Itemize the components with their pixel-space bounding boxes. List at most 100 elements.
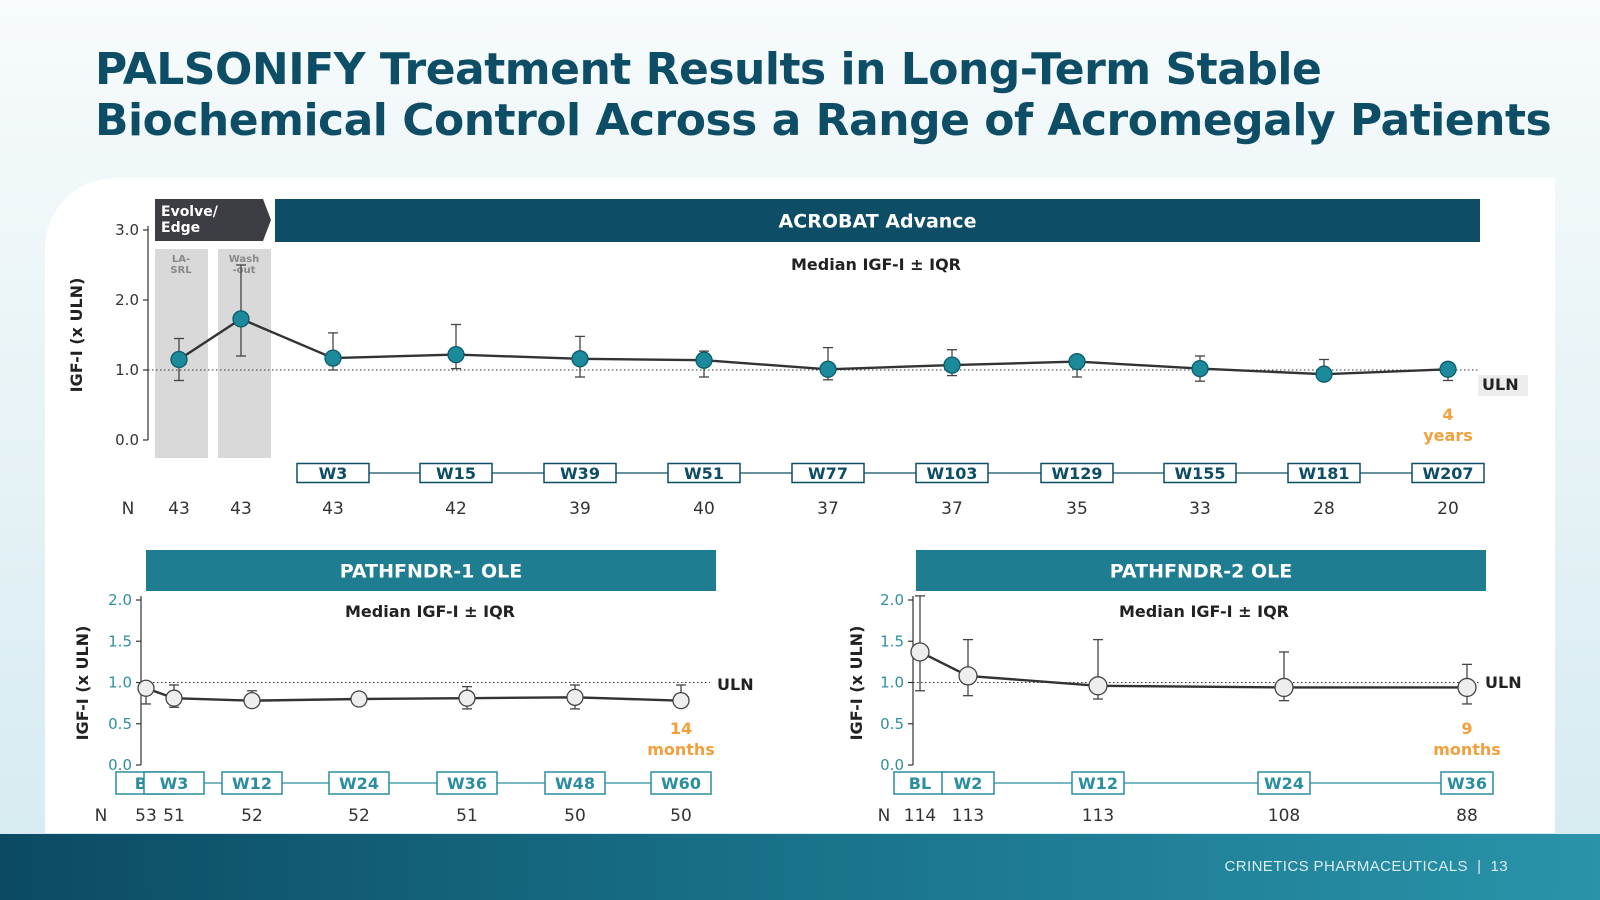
p2-point-1 [958,638,978,697]
p2-n-value-0: 114 [904,806,936,826]
p1-timepoint-box-2 [221,771,283,795]
p2-uln-label: ULN [1485,673,1522,692]
data-point [1088,676,1108,696]
main-uln-label: ULN [1482,375,1519,394]
p2-point-4 [1457,663,1477,705]
data-point [1457,677,1477,698]
p2-subtitle: Median IGF-I ± IQR [1119,602,1289,621]
p1-timepoint-box-3 [328,771,390,795]
p1-timepoint-box-1 [143,771,205,795]
main-timepoint-label-3: W15 [436,464,476,483]
p1-series-line [145,687,682,702]
p1-subtitle: Median IGF-I ± IQR [345,602,515,621]
p2-n-value-1: 113 [952,806,984,826]
p1-timepoint-label-5: W48 [555,774,595,793]
evolve-edge-tag [155,199,271,241]
footer-bar: CRINETICS PHARMACEUTICALS | 13 [0,834,1600,900]
p1-timepoint-label-4: W36 [447,774,487,793]
main-n-value-9: 33 [1189,499,1211,519]
main-series-line [178,317,1449,376]
main-timepoint-box-2 [296,462,370,484]
p2-point-3 [1274,651,1294,702]
p1-uln-label: ULN [717,675,754,694]
p2-timepoint-box-2 [1071,771,1125,795]
main-point-2 [324,332,342,371]
main-ytick-label-1: 1.0 [115,361,139,379]
main-banner [275,199,1480,242]
title-line-1: PALSONIFY Treatment Results in Long-Term… [95,44,1322,95]
p2-n-label: N [878,806,891,826]
main-n-value-0: 43 [168,499,190,519]
p2-timepoint-label-0: BL [909,774,931,793]
main-point-10 [1315,358,1333,383]
p2-chart: PATHFNDR-2 OLE Median IGF-I ± IQR 0.0 0.5 1.… [847,550,1522,826]
p1-point-0 [137,679,155,705]
p1-ytick-label-2: 1.0 [108,674,132,692]
p1-n-value-6: 50 [670,806,692,826]
uln-label-bg [1478,375,1528,396]
title-line-2: Biochemical Control Across a Range of Ac… [95,95,1552,146]
phase-band-label-1: Wash -out [229,254,260,276]
data-point [1191,359,1209,378]
p2-y-axis-title: IGF-I (x ULN) [847,626,866,741]
p2-timepoint-label-2: W12 [1078,774,1118,793]
main-n-value-1: 43 [230,499,252,519]
p2-timepoint-label-1: W2 [954,774,983,793]
p1-timepoint-label-3: W24 [339,774,379,793]
p2-timepoint-box-1 [941,771,995,795]
p1-point-5 [566,684,584,710]
main-n-label: N [122,499,135,519]
data-point [350,690,368,708]
phase-band-label-0: LA-SRL [170,254,192,276]
p1-timepoint-box-6 [650,771,712,795]
main-timepoint-box-10 [1287,462,1361,484]
main-y-axis-title: IGF-I (x ULN) [67,278,86,393]
main-point-11 [1439,360,1457,382]
main-ytick-label-2: 2.0 [115,291,139,309]
data-point [1274,677,1294,698]
data-point [165,689,183,707]
footer-separator: | [1477,858,1482,875]
p1-n-value-2: 52 [241,806,263,826]
p1-chart: PATHFNDR-1 OLE Median IGF-I ± IQR 0.0 0.5 1.… [73,550,754,826]
p1-timepoint-box-5 [544,771,606,795]
main-point-9 [1191,355,1209,382]
data-point [324,349,342,367]
page-number: 13 [1490,858,1508,875]
p1-banner-label: PATHFNDR-1 OLE [340,561,523,583]
data-point [571,350,589,368]
main-timepoint-label-10: W181 [1298,464,1349,483]
p1-ytick-label-4: 2.0 [108,591,132,609]
p1-banner [146,550,716,591]
p1-point-4 [458,685,476,710]
main-point-6 [819,346,837,381]
data-point [447,345,465,364]
phase-band-1 [218,249,271,458]
main-chart: ACROBAT Advance Evolve/Edge LA-SRL Wash -out… [67,199,1528,519]
p1-n-value-1: 51 [163,806,185,826]
main-timepoint-label-11: W207 [1422,464,1473,483]
main-timepoint-box-11 [1411,462,1485,484]
data-point [1068,352,1086,371]
main-timepoint-label-2: W3 [319,464,348,483]
p1-y-axis-title: IGF-I (x ULN) [73,626,92,741]
p2-ytick-label-3: 1.5 [880,632,904,650]
main-n-value-2: 43 [322,499,344,519]
main-timepoint-label-4: W39 [560,464,600,483]
footer-company: CRINETICS PHARMACEUTICALS [1224,858,1468,875]
p1-n-label: N [95,806,108,826]
main-n-value-7: 37 [941,499,963,519]
p2-point-2 [1088,638,1108,700]
data-point [958,666,978,686]
p2-duration-note: 9 months [1433,719,1501,759]
main-n-value-3: 42 [445,499,467,519]
p2-ytick-label-4: 2.0 [880,591,904,609]
p1-timepoint-label-1: W3 [160,774,189,793]
main-timepoint-box-6 [791,462,865,484]
data-point [819,360,837,378]
main-timepoint-label-8: W129 [1051,464,1102,483]
p1-point-6 [672,684,690,710]
p2-n-value-2: 113 [1082,806,1114,826]
main-timepoint-box-9 [1163,462,1237,484]
